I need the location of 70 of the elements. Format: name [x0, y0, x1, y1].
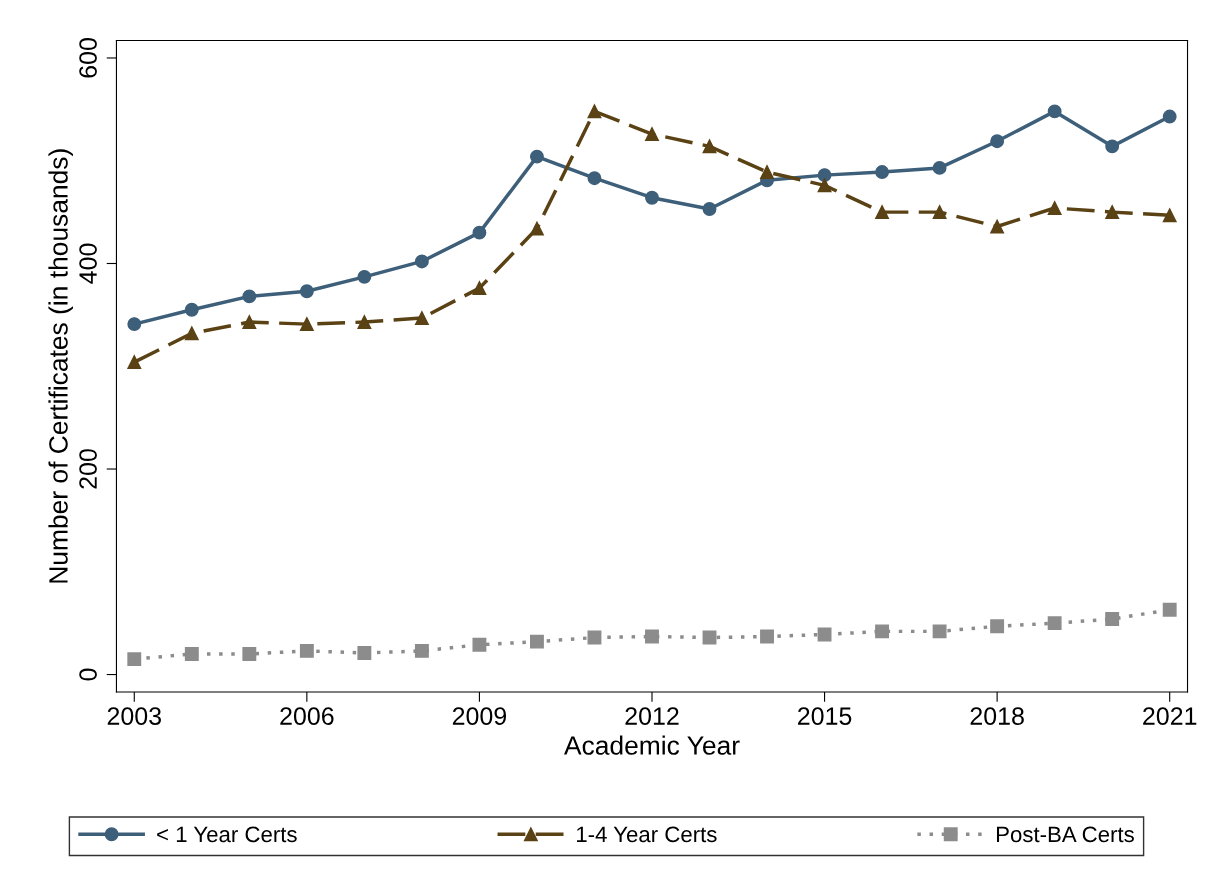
point: [242, 647, 257, 661]
point: [357, 315, 372, 330]
point: [1105, 612, 1120, 626]
y-tick-label: 0: [79, 668, 97, 681]
y-tick-label: 200: [79, 449, 97, 489]
point: [1162, 208, 1177, 223]
x-tick-label: 2018: [970, 707, 1024, 725]
point: [299, 643, 314, 658]
x-tick-label: 2012: [625, 707, 679, 725]
point: [875, 205, 890, 220]
point: [932, 624, 947, 639]
point: [357, 269, 372, 284]
point: [990, 619, 1005, 634]
point: [760, 165, 774, 179]
point: [817, 168, 832, 183]
point: [587, 104, 602, 119]
y-axis-title: Number of Certificates (in thousands): [48, 149, 73, 583]
point: [184, 647, 199, 661]
point: [990, 219, 1005, 234]
point: [1047, 104, 1062, 119]
point: [127, 652, 142, 667]
point: [357, 646, 372, 660]
point: [645, 190, 659, 205]
point: [645, 127, 659, 141]
point: [529, 634, 544, 649]
point: [414, 254, 429, 269]
point: [529, 221, 544, 236]
point: [817, 627, 832, 642]
legend-label: Post-BA Certs: [996, 826, 1134, 843]
point: [184, 326, 199, 341]
x-axis-title: Academic Year: [564, 735, 740, 755]
point: [242, 289, 257, 304]
point: [932, 160, 947, 175]
y-tick-label: 400: [79, 243, 97, 284]
point: [645, 629, 659, 644]
point: [932, 205, 947, 220]
point: [1105, 205, 1120, 220]
point: [875, 624, 890, 639]
point: [1047, 201, 1062, 215]
point: [760, 629, 774, 644]
point: [472, 281, 487, 296]
point: [472, 225, 487, 240]
point: [1105, 139, 1120, 154]
point: [1047, 616, 1062, 631]
point: [299, 317, 314, 332]
legend-label: 1-4 Year Certs: [577, 826, 717, 843]
x-tick-label: 2006: [280, 707, 334, 725]
point: [299, 284, 314, 299]
legend-label: < 1 Year Certs: [157, 826, 297, 843]
y-tick-label: 600: [79, 38, 97, 78]
point: [817, 178, 832, 193]
point: [242, 315, 257, 330]
point: [1162, 109, 1177, 124]
point: [127, 355, 142, 370]
point: [702, 139, 717, 154]
point: [990, 134, 1005, 149]
x-tick-label: 2021: [1143, 707, 1197, 725]
point: [875, 165, 890, 179]
point: [184, 302, 199, 317]
x-tick-label: 2003: [107, 707, 161, 725]
point: [414, 311, 429, 325]
point: [702, 202, 717, 216]
point: [127, 317, 142, 332]
point: [529, 149, 544, 164]
point: [587, 171, 602, 186]
point: [472, 637, 487, 652]
point: [414, 643, 429, 658]
x-tick-label: 2015: [798, 707, 852, 725]
point: [1162, 602, 1177, 617]
x-tick-label: 2009: [452, 707, 507, 725]
